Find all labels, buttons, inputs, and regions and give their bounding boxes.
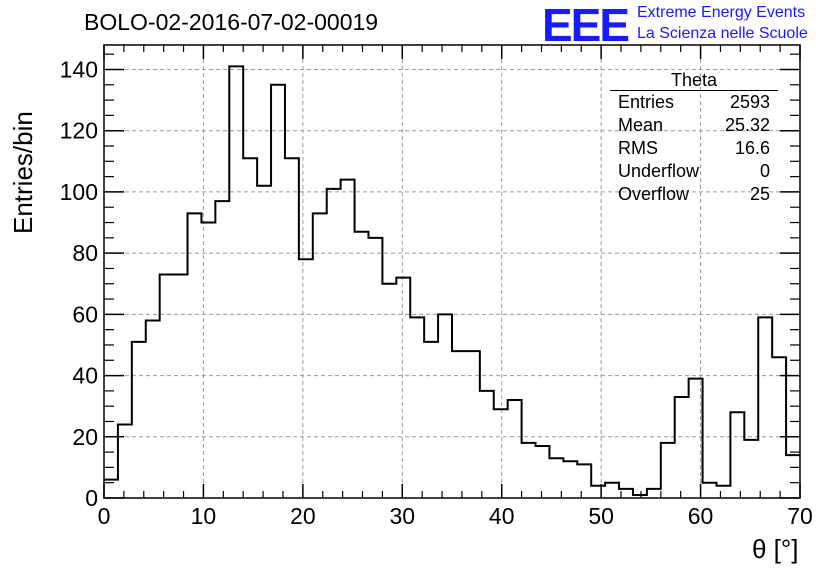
x-axis-label: θ [°] (752, 534, 799, 564)
y-axis-label: Entries/bin (8, 111, 38, 234)
stats-row-overflow: Overflow 25 (610, 183, 778, 206)
stats-box: Theta Entries 2593 Mean 25.32 RMS 16.6 U… (610, 70, 778, 206)
y-tick-label: 80 (72, 240, 98, 266)
x-tick-label: 20 (290, 503, 316, 529)
y-tick-label: 140 (60, 56, 98, 82)
plot-frame (103, 44, 801, 499)
tick-labels: 0 10 20 30 40 50 60 70 0 20 40 60 80 100 120 140 (60, 56, 813, 529)
logo-line-1: Extreme Energy Events (637, 4, 806, 21)
stats-row-mean: Mean 25.32 (610, 114, 778, 137)
histogram-series (104, 65, 800, 496)
stats-value: 25 (749, 184, 770, 204)
stats-label: Underflow (618, 161, 700, 181)
stats-label: RMS (618, 138, 658, 158)
logo-line-2: La Scienza nelle Scuole (637, 25, 808, 42)
x-tick-label: 30 (389, 503, 415, 529)
stats-row-underflow: Underflow 0 (610, 160, 778, 183)
chart-title: BOLO-02-2016-07-02-00019 (84, 9, 379, 35)
grid (104, 45, 800, 498)
stats-label: Overflow (618, 184, 690, 204)
stats-value: 25.32 (724, 115, 770, 135)
stats-title: Theta (610, 70, 778, 91)
y-tick-label: 20 (72, 424, 98, 450)
stats-value: 2593 (729, 92, 770, 112)
x-tick-label: 50 (588, 503, 614, 529)
stats-value: 0 (759, 161, 770, 181)
x-tick-label: 0 (98, 503, 111, 529)
x-tick-label: 10 (191, 503, 217, 529)
stats-value: 16.6 (734, 138, 770, 158)
stats-label: Mean (618, 115, 664, 135)
x-tick-label: 60 (688, 503, 714, 529)
y-tick-label: 0 (85, 485, 98, 511)
x-tick-label: 40 (489, 503, 515, 529)
y-tick-label: 100 (60, 179, 98, 205)
y-tick-label: 120 (60, 118, 98, 144)
stats-row-rms: RMS 16.6 (610, 137, 778, 160)
y-tick-label: 40 (72, 363, 98, 389)
y-tick-label: 60 (72, 301, 98, 327)
stats-label: Entries (618, 92, 675, 112)
eee-logo: EEE (542, 0, 630, 51)
stats-row-entries: Entries 2593 (610, 91, 778, 114)
x-tick-label: 70 (787, 503, 813, 529)
